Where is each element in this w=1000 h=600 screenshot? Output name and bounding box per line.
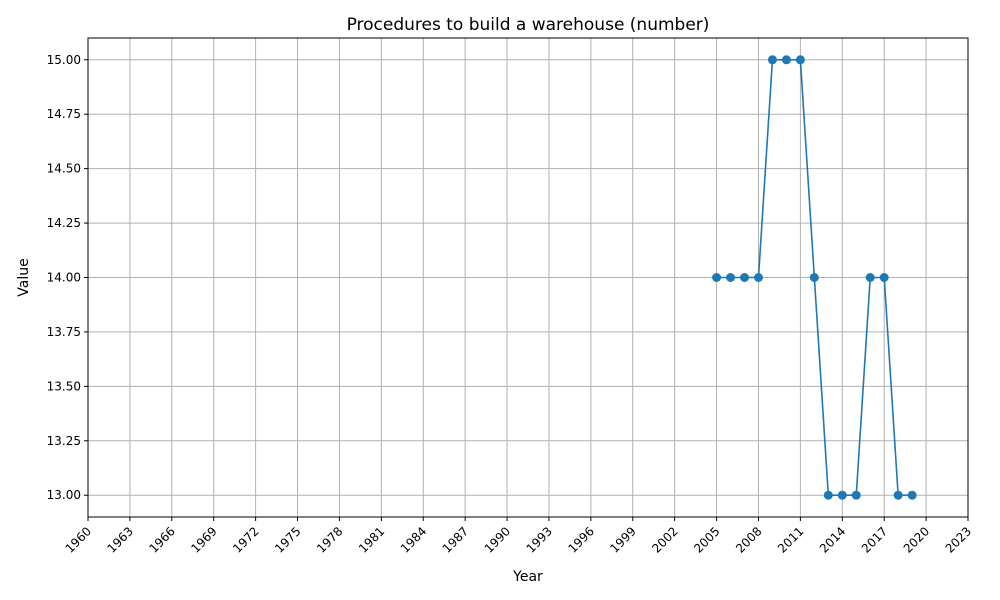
y-tick-label: 13.75 xyxy=(47,325,81,339)
x-tick-label: 1999 xyxy=(607,524,638,555)
y-tick-label: 15.00 xyxy=(47,53,81,67)
data-point xyxy=(865,273,875,282)
y-tick-label: 14.00 xyxy=(47,271,81,285)
x-tick-label: 1972 xyxy=(230,524,261,555)
x-tick-label: 2020 xyxy=(901,524,932,555)
series-layer xyxy=(712,55,917,500)
x-tick-label: 2017 xyxy=(859,524,890,555)
y-tick-label: 13.50 xyxy=(47,379,81,393)
data-point xyxy=(823,490,833,500)
x-tick-label: 1990 xyxy=(482,524,513,555)
x-tick-label: 1987 xyxy=(440,524,471,555)
data-point xyxy=(753,273,763,282)
data-point xyxy=(809,273,819,282)
y-tick-label: 13.25 xyxy=(47,434,81,448)
y-tick-label: 13.00 xyxy=(47,488,81,502)
data-point xyxy=(893,490,903,500)
x-tick-label: 1966 xyxy=(146,524,177,555)
data-point xyxy=(907,490,917,500)
x-tick-label: 2023 xyxy=(943,524,974,555)
y-tick-label: 14.25 xyxy=(47,216,81,230)
data-point xyxy=(781,55,791,65)
x-tick-label: 1975 xyxy=(272,524,303,555)
data-point xyxy=(795,55,805,65)
y-axis-title: Value xyxy=(16,258,32,296)
x-tick-label: 2002 xyxy=(649,524,680,555)
data-point xyxy=(767,55,777,65)
x-tick-label: 1960 xyxy=(63,524,94,555)
ticks: 1960 1963 1966 1969 1972 1975 1978 1981 1984 1987… xyxy=(47,53,974,556)
x-tick-label: 1984 xyxy=(398,524,429,555)
data-point xyxy=(740,273,750,282)
x-tick-label: 1969 xyxy=(188,524,219,555)
x-tick-label: 1981 xyxy=(356,524,387,555)
x-tick-label: 1993 xyxy=(524,524,555,555)
data-point xyxy=(712,273,722,282)
x-tick-label: 2014 xyxy=(817,524,848,555)
x-tick-label: 2008 xyxy=(733,524,764,555)
x-tick-label: 1963 xyxy=(105,524,136,555)
data-point xyxy=(851,490,861,500)
data-point xyxy=(726,273,736,282)
x-tick-label: 1978 xyxy=(314,524,345,555)
data-point xyxy=(837,490,847,500)
x-tick-label: 2005 xyxy=(691,524,722,555)
y-tick-label: 14.50 xyxy=(47,162,81,176)
x-axis-title: Year xyxy=(512,569,543,585)
data-point xyxy=(879,273,889,282)
y-tick-label: 14.75 xyxy=(47,107,81,121)
x-tick-label: 1996 xyxy=(565,524,596,555)
x-tick-label: 2011 xyxy=(775,524,806,555)
grid xyxy=(87,38,969,517)
chart-title: Procedures to build a warehouse (number) xyxy=(347,15,710,35)
